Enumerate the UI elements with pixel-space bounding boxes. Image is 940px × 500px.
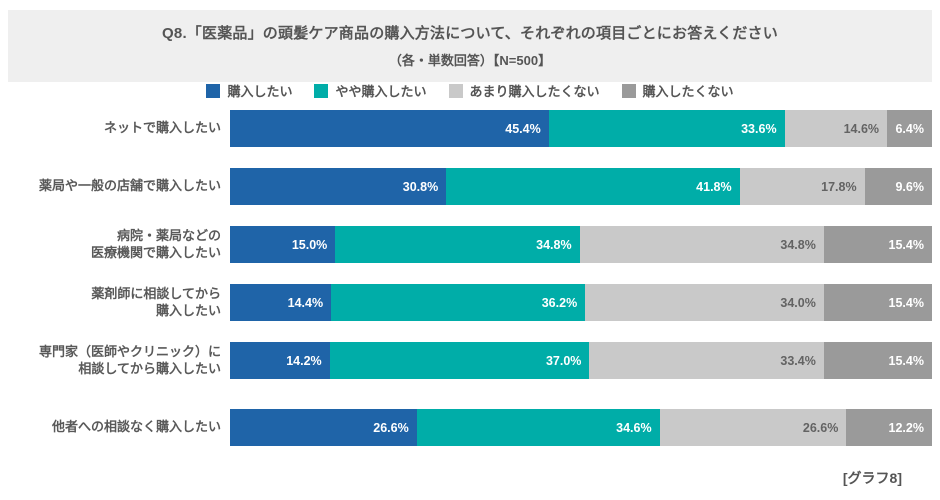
legend-swatch-icon <box>621 83 636 98</box>
legend-label: あまり購入したくない <box>469 84 600 99</box>
legend-item-3: 購入したくない <box>621 81 734 100</box>
chart-row: 病院・薬局などの 医療機関で購入したい 15.0% 34.8% 34.8% 15.4% <box>8 226 932 263</box>
legend-item-1: やや購入したい <box>314 81 427 100</box>
value-label: 12.2% <box>888 420 924 435</box>
bar-segment-3: 9.6% <box>864 168 932 205</box>
stacked-bar: 14.4% 36.2% 34.0% 15.4% <box>230 284 932 321</box>
value-label: 15.4% <box>888 353 924 368</box>
value-label: 14.6% <box>843 121 880 136</box>
value-label: 34.6% <box>616 420 652 435</box>
bar-segment-0: 45.4% <box>230 110 549 147</box>
legend-label: 購入したくない <box>642 84 734 99</box>
value-label: 14.2% <box>286 353 322 368</box>
value-label: 45.4% <box>505 121 541 136</box>
value-label: 26.6% <box>373 420 409 435</box>
chart-subtitle: （各・単数回答）【N=500】 <box>388 53 552 68</box>
chart-title: Q8.「医薬品」の頭髪ケア商品の購入方法について、それぞれの項目ごとにお答えくだ… <box>162 25 778 42</box>
bar-segment-2: 33.4% <box>589 342 824 379</box>
stacked-bar: 26.6% 34.6% 26.6% 12.2% <box>230 409 932 446</box>
bar-segment-3: 15.4% <box>823 284 932 321</box>
bar-segment-3: 15.4% <box>823 226 932 263</box>
category-label: ネットで購入したい <box>103 120 221 136</box>
value-label: 15.0% <box>291 237 328 252</box>
value-label: 14.4% <box>287 295 324 310</box>
chart-row: 他者への相談なく購入したい 26.6% 34.6% 26.6% 12.2% <box>8 409 932 446</box>
stacked-bar: 45.4% 33.6% 14.6% 6.4% <box>230 110 932 147</box>
bar-segment-3: 6.4% <box>887 110 932 147</box>
category-label: 薬局や一般の店舗で購入したい <box>38 178 221 194</box>
value-label: 15.4% <box>888 295 924 310</box>
value-label: 33.6% <box>741 121 777 136</box>
stacked-bar: 14.2% 37.0% 33.4% 15.4% <box>230 342 932 379</box>
bar-segment-3: 12.2% <box>846 409 932 446</box>
legend-swatch-icon <box>448 83 463 98</box>
bar-segment-0: 14.4% <box>230 284 332 321</box>
chart-row: 薬剤師に相談してから 購入したい 14.4% 36.2% 34.0% 15.4% <box>8 284 932 321</box>
legend-item-0: 購入したい <box>206 81 292 100</box>
category-label: 他者への相談なく購入したい <box>51 419 221 435</box>
stacked-bar-rows: ネットで購入したい 45.4% 33.6% 14.6% 6.4% 薬局や一般の店舗で購入し… <box>8 110 932 446</box>
bar-segment-0: 14.2% <box>230 342 330 379</box>
value-label: 33.4% <box>780 353 816 368</box>
bar-segment-1: 36.2% <box>331 284 586 321</box>
value-label: 34.0% <box>780 295 816 310</box>
chart-row: ネットで購入したい 45.4% 33.6% 14.6% 6.4% <box>8 110 932 147</box>
bar-segment-2: 26.6% <box>659 409 847 446</box>
legend-label: やや購入したい <box>335 84 427 99</box>
bar-segment-1: 34.6% <box>416 409 660 446</box>
value-label: 17.8% <box>821 179 857 194</box>
bar-segment-0: 30.8% <box>230 168 447 205</box>
chart-row: 薬局や一般の店舗で購入したい 30.8% 41.8% 17.8% 9.6% <box>8 168 932 205</box>
value-label: 30.8% <box>402 179 439 194</box>
bar-segment-1: 41.8% <box>446 168 740 205</box>
bar-segment-1: 34.8% <box>335 226 580 263</box>
value-label: 36.2% <box>541 295 578 310</box>
stacked-bar: 15.0% 34.8% 34.8% 15.4% <box>230 226 932 263</box>
bar-segment-1: 33.6% <box>548 110 785 147</box>
bar-segment-1: 37.0% <box>329 342 590 379</box>
legend-item-2: あまり購入したくない <box>448 81 600 100</box>
legend-swatch-icon <box>314 83 329 98</box>
value-label: 6.4% <box>895 121 924 136</box>
value-label: 41.8% <box>696 179 732 194</box>
bar-segment-2: 34.8% <box>579 226 824 263</box>
bar-segment-2: 14.6% <box>784 110 888 147</box>
bar-segment-0: 15.0% <box>230 226 336 263</box>
bar-segment-3: 15.4% <box>823 342 932 379</box>
bar-segment-2: 17.8% <box>739 168 865 205</box>
bar-segment-2: 34.0% <box>585 284 824 321</box>
value-label: 15.4% <box>888 237 924 252</box>
bar-segment-0: 26.6% <box>230 409 417 446</box>
chart-header: Q8.「医薬品」の頭髪ケア商品の購入方法について、それぞれの項目ごとにお答えくだ… <box>8 10 932 82</box>
category-label: 専門家（医師やクリニック）に 相談してから購入したい <box>38 343 221 376</box>
value-label: 34.8% <box>536 237 572 252</box>
category-label: 病院・薬局などの 医療機関で購入したい <box>90 227 221 260</box>
value-label: 9.6% <box>895 179 924 194</box>
chart-row: 専門家（医師やクリニック）に 相談してから購入したい 14.2% 37.0% 33.4… <box>8 342 932 379</box>
value-label: 37.0% <box>545 353 582 368</box>
value-label: 34.8% <box>780 237 816 252</box>
legend-swatch-icon <box>206 83 221 98</box>
value-label: 26.6% <box>802 420 839 435</box>
stacked-bar: 30.8% 41.8% 17.8% 9.6% <box>230 168 932 205</box>
chart-legend: 購入したい やや購入したい あまり購入したくない 購入したくない <box>0 81 940 100</box>
legend-label: 購入したい <box>227 84 293 99</box>
category-label: 薬剤師に相談してから 購入したい <box>91 285 221 318</box>
chart-footnote: [グラフ8] <box>842 470 902 486</box>
